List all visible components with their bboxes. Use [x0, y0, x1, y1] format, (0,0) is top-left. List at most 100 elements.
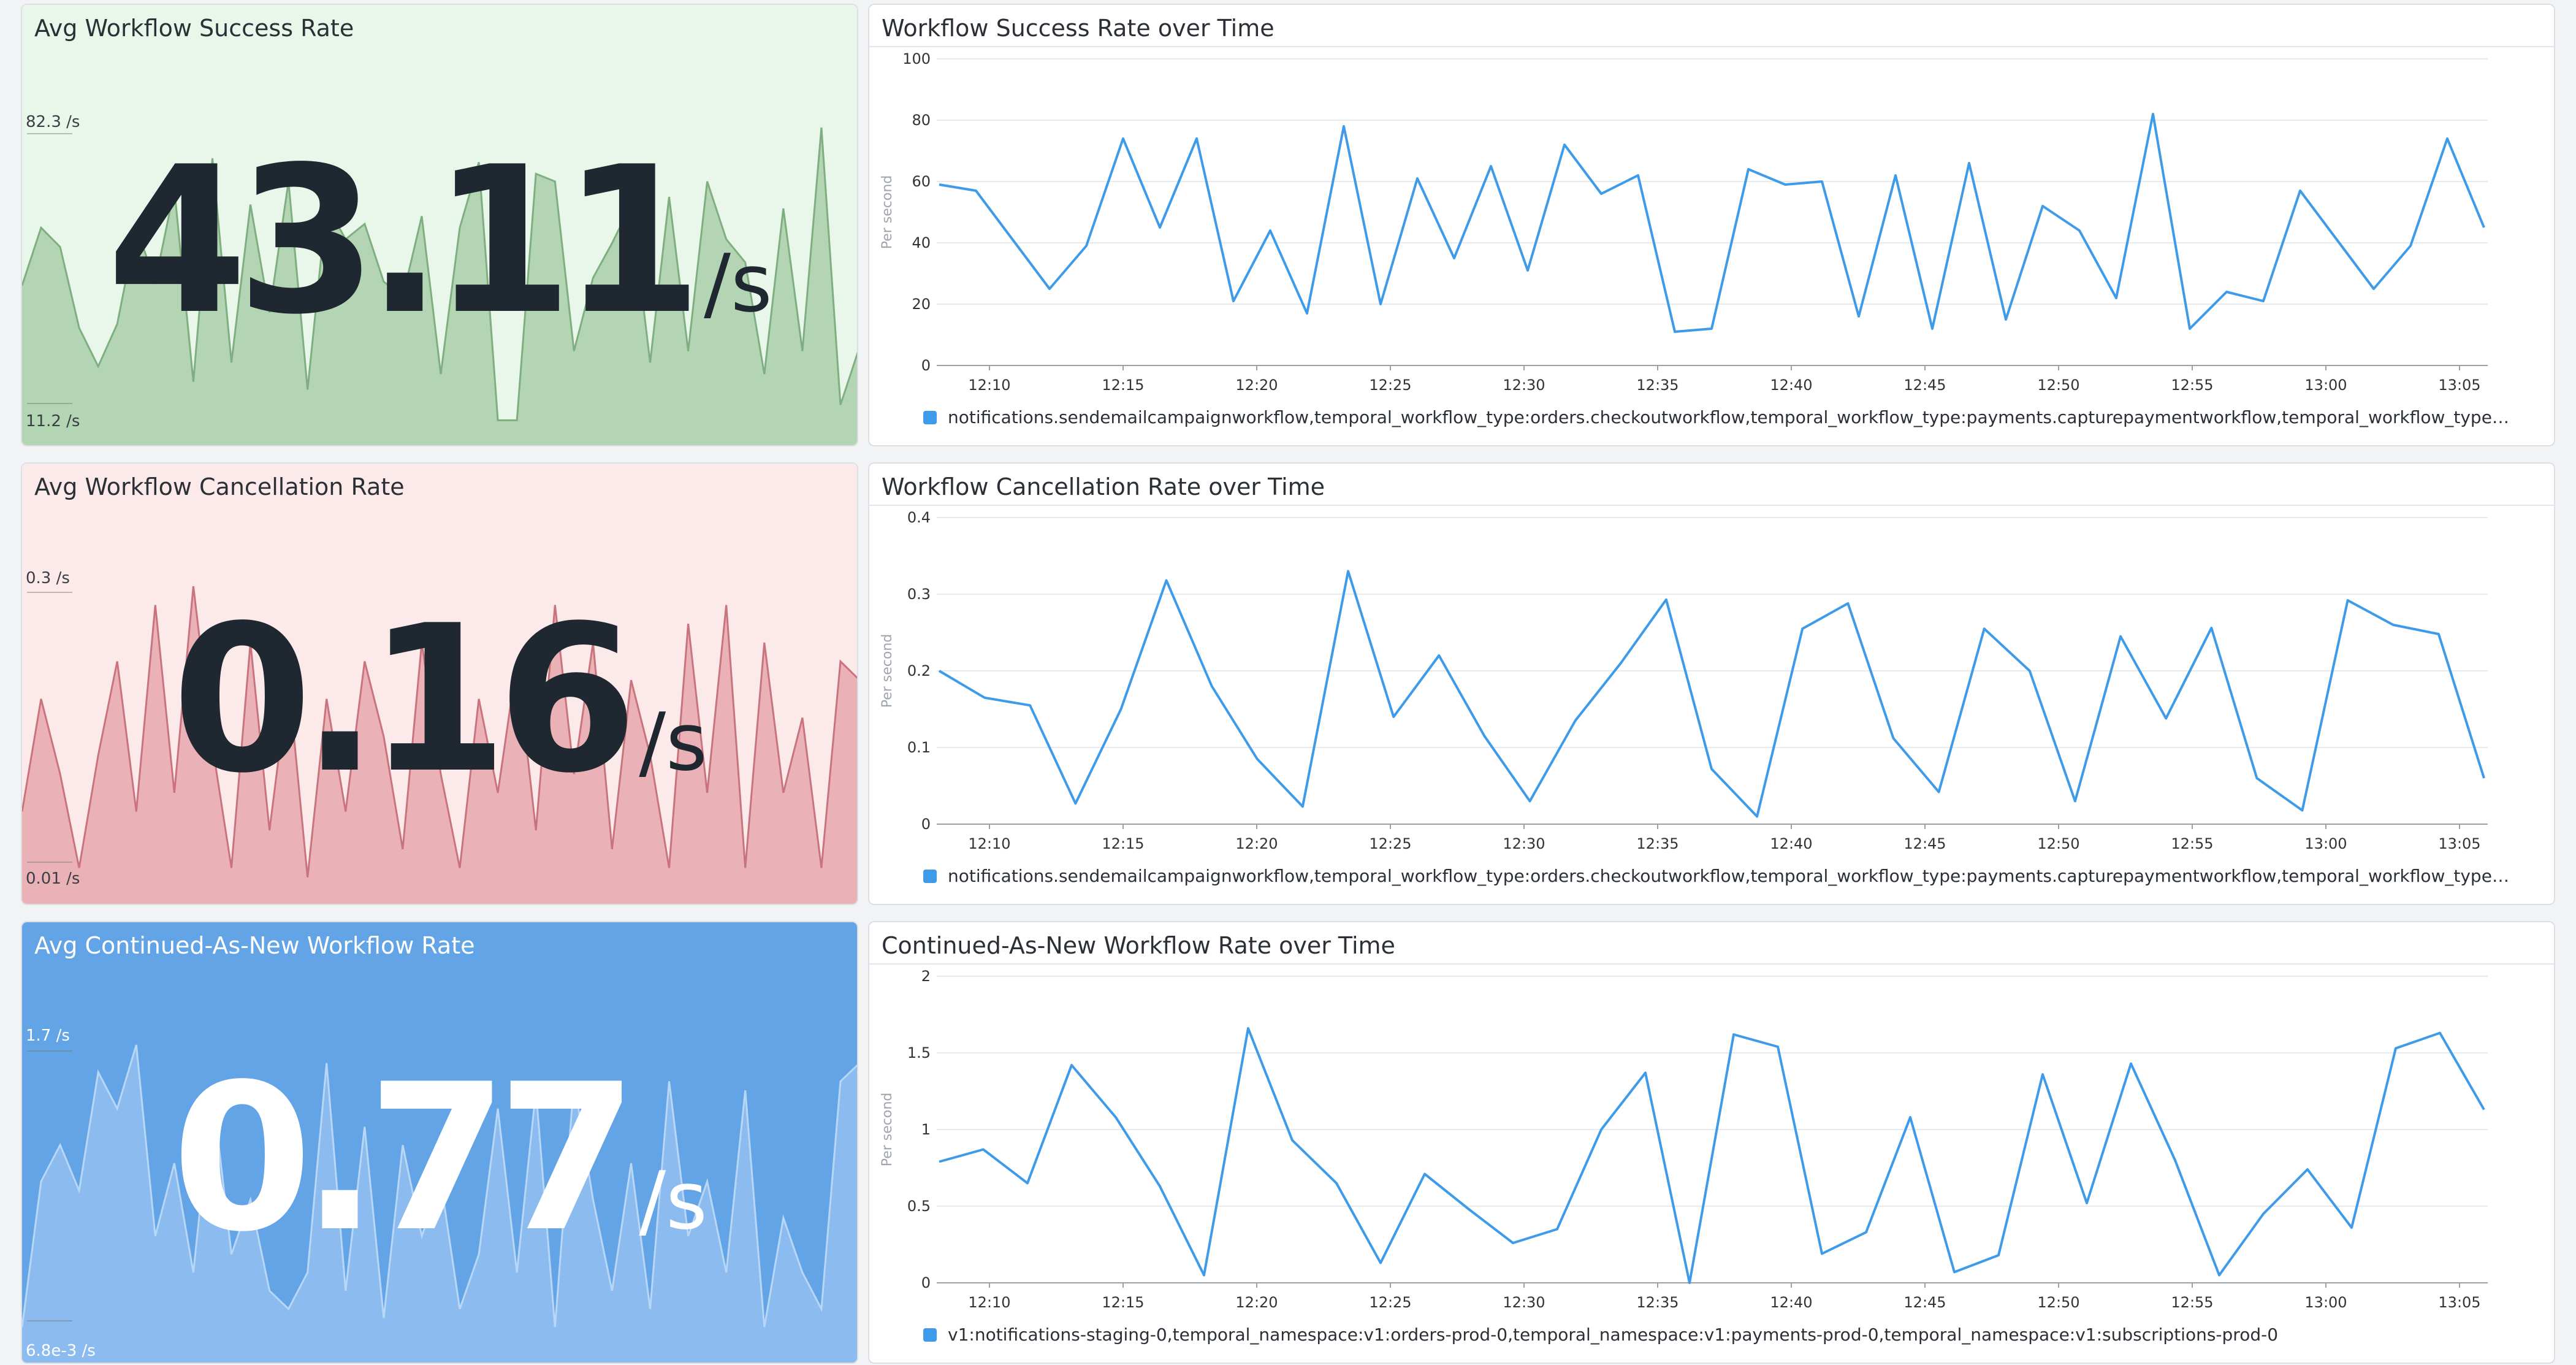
x-tick-label: 13:05	[2438, 1294, 2480, 1311]
x-tick-label: 13:00	[2304, 1294, 2347, 1311]
value-number: 0.16	[172, 582, 638, 817]
value-unit: /s	[639, 695, 707, 789]
y-tick-label: 0.5	[907, 1198, 931, 1215]
x-tick-label: 13:00	[2304, 377, 2347, 394]
legend-label: notifications.sendemailcampaignworkflow,…	[948, 866, 2511, 886]
sparkline-area	[22, 1045, 857, 1363]
line-chart[interactable]: 0 20 40 60 80 100 Per second 12:10 12:15 12:20 12:…	[869, 5, 2555, 446]
x-tick-label: 12:15	[1102, 377, 1144, 394]
x-tick-label: 12:30	[1503, 377, 1545, 394]
min-label: 6.8e-3 /s	[26, 1342, 96, 1360]
sparkline-line	[22, 586, 857, 878]
x-tick-label: 12:20	[1235, 377, 1278, 394]
y-tick-label: 2	[921, 968, 931, 985]
min-label: 11.2 /s	[26, 412, 80, 430]
timeseries-success-rate[interactable]: Workflow Success Rate over Time 0 20 40 60 8…	[868, 4, 2555, 446]
legend-label: notifications.sendemailcampaignworkflow,…	[948, 407, 2511, 427]
x-tick-label: 12:35	[1636, 835, 1679, 852]
x-tick-label: 12:20	[1235, 835, 1278, 852]
timeseries-continued-as-new-rate[interactable]: Continued-As-New Workflow Rate over Time…	[868, 921, 2555, 1364]
legend-swatch	[923, 411, 937, 424]
x-tick-label: 12:10	[968, 377, 1010, 394]
min-label: 0.01 /s	[26, 870, 80, 888]
widget-title: Avg Workflow Cancellation Rate	[34, 473, 405, 500]
big-value: 0.77/s	[22, 1057, 857, 1260]
y-tick-label: 0.3	[907, 586, 931, 603]
x-tick-label: 12:25	[1369, 377, 1411, 394]
x-tick-label: 12:50	[2037, 1294, 2079, 1311]
x-tick-label: 12:40	[1770, 1294, 1812, 1311]
widget-title: Workflow Success Rate over Time	[882, 15, 1275, 42]
series-line[interactable]	[938, 570, 2485, 818]
legend-swatch	[923, 1328, 937, 1342]
x-tick-label: 12:35	[1636, 377, 1679, 394]
timeseries-cancellation-rate[interactable]: Workflow Cancellation Rate over Time 0 0.…	[868, 462, 2555, 905]
x-tick-label: 13:05	[2438, 835, 2480, 852]
x-tick-label: 12:35	[1636, 1294, 1679, 1311]
sparkline-area	[22, 586, 857, 904]
y-tick-label: 1.5	[907, 1044, 931, 1061]
query-value-continued-as-new-rate[interactable]: Avg Continued-As-New Workflow Rate 1.7 /…	[21, 921, 858, 1364]
x-tick-label: 13:00	[2304, 835, 2347, 852]
y-tick-label: 0.4	[907, 509, 931, 526]
x-tick-label: 12:55	[2171, 835, 2213, 852]
x-tick-label: 12:10	[968, 835, 1010, 852]
widget-title: Workflow Cancellation Rate over Time	[882, 473, 1325, 500]
widget-title: Continued-As-New Workflow Rate over Time	[882, 932, 1395, 959]
value-unit: /s	[639, 1154, 707, 1247]
y-tick-label: 0	[921, 357, 931, 374]
max-label: 1.7 /s	[26, 1027, 70, 1045]
max-label: 0.3 /s	[26, 569, 70, 587]
sparkline-line	[22, 1044, 857, 1328]
x-tick-label: 12:10	[968, 1294, 1010, 1311]
y-tick-label: 0	[921, 816, 931, 833]
y-tick-label: 20	[912, 296, 931, 313]
x-tick-label: 12:30	[1503, 835, 1545, 852]
value-number: 0.77	[172, 1041, 638, 1276]
y-tick-label: 0.1	[907, 739, 931, 756]
x-tick-label: 12:40	[1770, 835, 1812, 852]
x-tick-label: 12:45	[1903, 1294, 1946, 1311]
y-tick-label: 40	[912, 234, 931, 251]
legend-label: v1:notifications-staging-0,temporal_name…	[948, 1325, 2279, 1345]
legend[interactable]: notifications.sendemailcampaignworkflow,…	[923, 866, 2511, 886]
x-tick-label: 12:25	[1369, 1294, 1411, 1311]
line-chart[interactable]: 0 0.1 0.2 0.3 0.4 Per second 12:10 12:15 12:20 12…	[869, 464, 2555, 905]
x-tick-label: 12:30	[1503, 1294, 1545, 1311]
big-value: 0.16/s	[22, 598, 857, 801]
y-axis-label: Per second	[880, 1093, 895, 1167]
y-tick-label: 100	[902, 50, 931, 67]
y-axis-label: Per second	[880, 175, 895, 250]
value-number: 43.11	[107, 123, 703, 359]
query-value-success-rate[interactable]: Avg Workflow Success Rate 82.3 /s 11.2 /…	[21, 4, 858, 446]
query-value-cancellation-rate[interactable]: Avg Workflow Cancellation Rate 0.3 /s 0.…	[21, 462, 858, 905]
sparkline	[22, 5, 857, 445]
y-tick-label: 0	[921, 1274, 931, 1291]
line-chart[interactable]: 0 0.5 1 1.5 2 Per second 12:10 12:15 12:20 12:25 1…	[869, 922, 2555, 1364]
max-label: 82.3 /s	[26, 113, 80, 131]
y-tick-label: 0.2	[907, 662, 931, 679]
sparkline-area	[22, 128, 857, 445]
legend[interactable]: notifications.sendemailcampaignworkflow,…	[923, 407, 2511, 427]
x-tick-label: 12:50	[2037, 835, 2079, 852]
x-tick-label: 12:45	[1903, 835, 1946, 852]
y-axis-label: Per second	[880, 634, 895, 708]
x-tick-label: 12:45	[1903, 377, 1946, 394]
legend[interactable]: v1:notifications-staging-0,temporal_name…	[923, 1325, 2511, 1345]
x-tick-label: 12:15	[1102, 1294, 1144, 1311]
x-tick-label: 12:15	[1102, 835, 1144, 852]
widget-title: Avg Continued-As-New Workflow Rate	[34, 932, 475, 959]
x-tick-label: 12:55	[2171, 377, 2213, 394]
x-tick-label: 12:50	[2037, 377, 2079, 394]
y-tick-label: 60	[912, 173, 931, 190]
sparkline	[22, 464, 857, 904]
series-line[interactable]	[939, 113, 2485, 333]
x-tick-label: 13:05	[2438, 377, 2480, 394]
y-tick-label: 80	[912, 112, 931, 129]
sparkline-line	[22, 127, 857, 421]
series-line[interactable]	[939, 1027, 2485, 1284]
widget-title: Avg Workflow Success Rate	[34, 15, 354, 42]
x-tick-label: 12:20	[1235, 1294, 1278, 1311]
x-tick-label: 12:40	[1770, 377, 1812, 394]
x-tick-label: 12:55	[2171, 1294, 2213, 1311]
